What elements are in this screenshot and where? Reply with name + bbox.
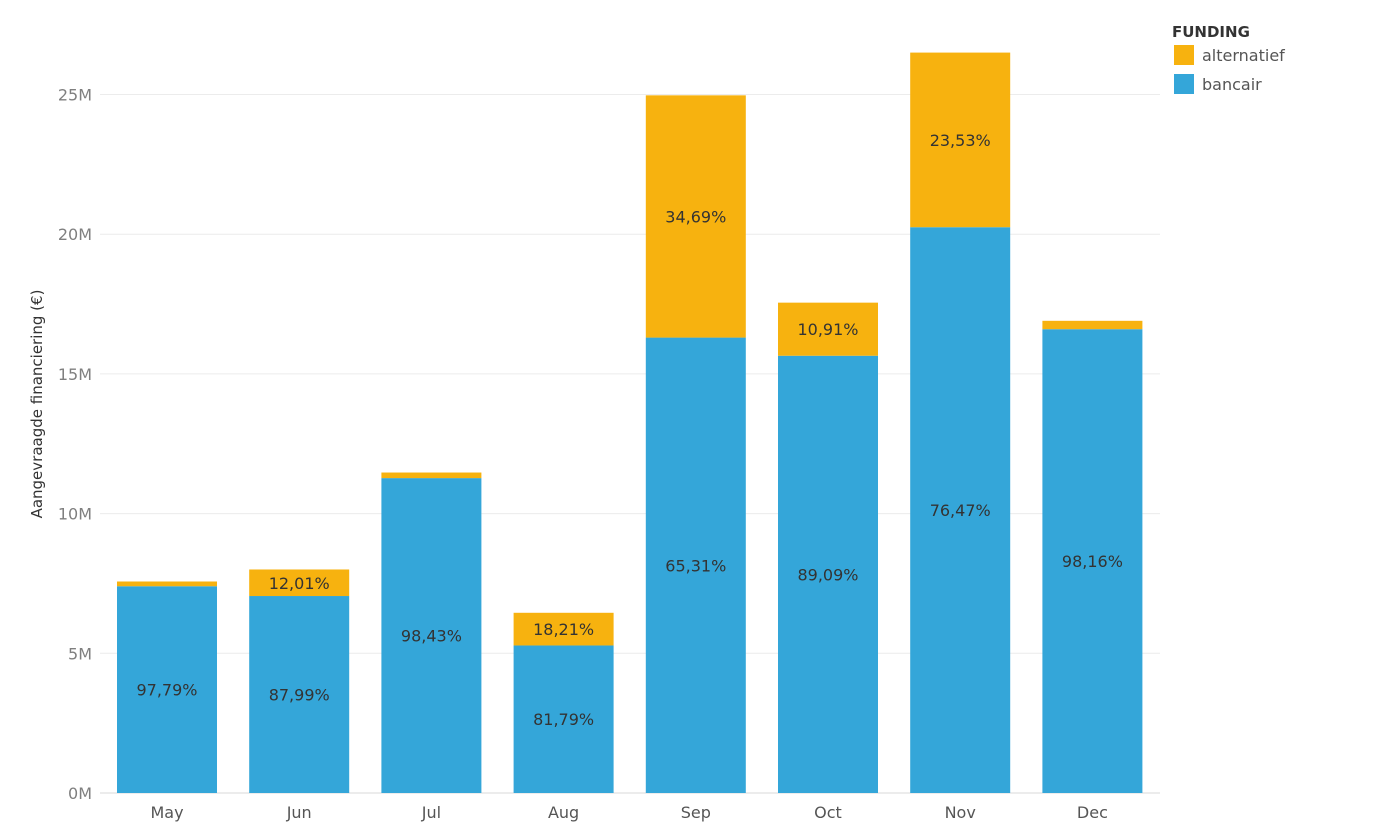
data-label-alternatief-oct: 10,91% bbox=[797, 320, 858, 339]
x-tick-label: May bbox=[150, 803, 183, 822]
bar-alternatief-jun bbox=[249, 569, 350, 597]
x-tick-label: Sep bbox=[681, 803, 711, 822]
legend-title: FUNDING bbox=[1172, 23, 1250, 41]
data-label-bancair-dec: 98,16% bbox=[1062, 552, 1123, 571]
x-tick-label: Nov bbox=[945, 803, 976, 822]
data-label-bancair-nov: 76,47% bbox=[930, 501, 991, 520]
legend: FUNDING alternatief bancair bbox=[1172, 23, 1285, 94]
bar-bancair-jun bbox=[249, 596, 350, 793]
legend-label-alternatief: alternatief bbox=[1202, 46, 1285, 65]
bar-alternatief-dec bbox=[1042, 320, 1143, 330]
data-label-bancair-jun: 87,99% bbox=[269, 686, 330, 705]
x-tick-label: Dec bbox=[1077, 803, 1108, 822]
legend-label-bancair: bancair bbox=[1202, 75, 1262, 94]
bar-alternatief-nov bbox=[910, 52, 1011, 228]
bar-alternatief-sep bbox=[645, 95, 746, 338]
y-tick-label: 0M bbox=[68, 784, 92, 803]
y-tick-label: 10M bbox=[58, 505, 92, 524]
bar-bancair-may bbox=[117, 586, 217, 793]
data-label-bancair-sep: 65,31% bbox=[665, 556, 726, 575]
bar-alternatief-aug bbox=[513, 612, 614, 646]
x-tick-label: Jul bbox=[421, 803, 441, 822]
data-label-alternatief-jun: 12,01% bbox=[269, 574, 330, 593]
bar-alternatief-jul bbox=[381, 472, 482, 479]
data-label-alternatief-nov: 23,53% bbox=[930, 131, 991, 150]
data-label-bancair-may: 97,79% bbox=[136, 681, 197, 700]
x-tick-label: Aug bbox=[548, 803, 579, 822]
bar-bancair-sep bbox=[645, 337, 746, 793]
bar-bancair-dec bbox=[1042, 329, 1143, 793]
bar-bancair-jul bbox=[381, 478, 482, 793]
x-tick-label: Oct bbox=[814, 803, 842, 822]
x-axis-ticks: May Jun Jul Aug Sep Oct Nov Dec bbox=[150, 803, 1107, 822]
y-tick-label: 5M bbox=[68, 644, 92, 663]
data-label-alternatief-sep: 34,69% bbox=[665, 207, 726, 226]
data-label-bancair-aug: 81,79% bbox=[533, 710, 594, 729]
bars bbox=[117, 52, 1143, 794]
y-axis-ticks: 0M 5M 10M 15M 20M 25M bbox=[58, 86, 92, 804]
data-label-bancair-oct: 89,09% bbox=[797, 565, 858, 584]
bar-alternatief-may bbox=[117, 581, 217, 587]
y-tick-label: 20M bbox=[58, 225, 92, 244]
data-label-alternatief-aug: 18,21% bbox=[533, 620, 594, 639]
bar-bancair-oct bbox=[778, 355, 878, 793]
y-axis-label: Aangevraagde financiering (€) bbox=[28, 290, 46, 519]
data-label-bancair-jul: 98,43% bbox=[401, 627, 462, 646]
y-tick-label: 15M bbox=[58, 365, 92, 384]
x-tick-label: Jun bbox=[286, 803, 312, 822]
bar-alternatief-oct bbox=[778, 302, 878, 356]
data-labels: 97,79% 87,99% 12,01% 98,43% 81,79% 18,21% 65,3… bbox=[136, 131, 1122, 729]
legend-swatch-alternatief bbox=[1174, 45, 1194, 65]
bar-bancair-aug bbox=[513, 645, 614, 793]
legend-swatch-bancair bbox=[1174, 74, 1194, 94]
y-tick-label: 25M bbox=[58, 86, 92, 105]
bar-bancair-nov bbox=[910, 227, 1011, 794]
